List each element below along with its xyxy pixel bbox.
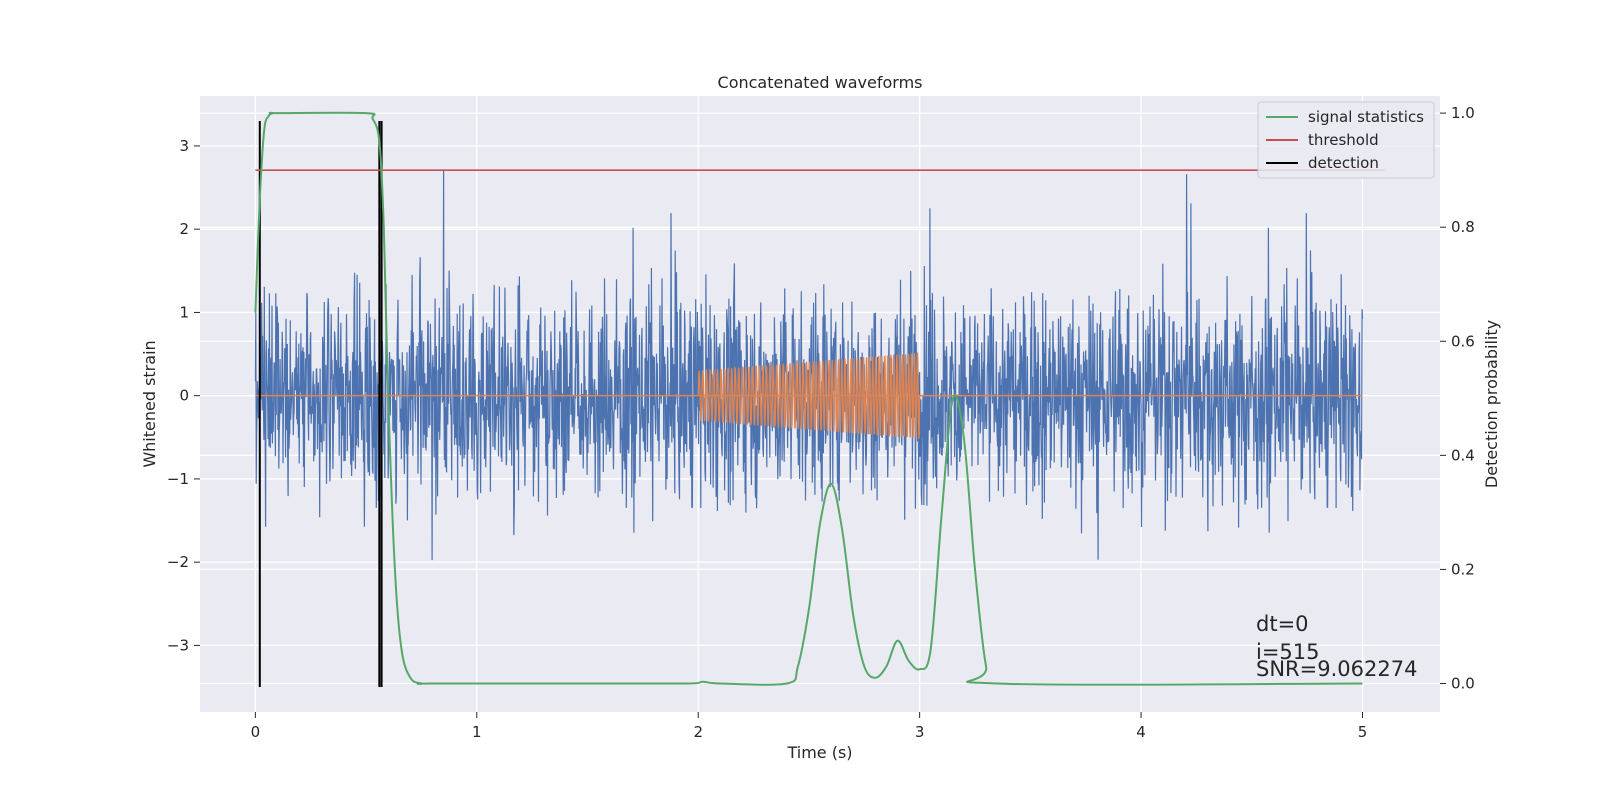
x-tick-label: 5	[1358, 723, 1368, 741]
y-right-tick-label: 0.6	[1451, 332, 1475, 350]
y-tick-label: 2	[179, 220, 189, 238]
template-line	[697, 352, 921, 439]
ticks: 0 1 2 3 4 5 −3 −2 −1 0 1 2 3 0.0 0.2 0.4 0.6 0.8 1.0	[167, 104, 1475, 741]
y-tick-label: −2	[167, 553, 189, 571]
chart-title: Concatenated waveforms	[718, 73, 923, 92]
y-tick-label: 1	[179, 303, 189, 321]
x-tick-label: 0	[251, 723, 261, 741]
signal-statistics-series	[254, 111, 1363, 686]
annotation-i: i=515	[1256, 640, 1320, 664]
annotation-dt: dt=0	[1256, 612, 1309, 636]
legend-box	[1257, 101, 1435, 179]
y-tick-label: −1	[167, 470, 189, 488]
annotations: dt=0 i=515 SNR=9.062274	[1256, 612, 1417, 681]
y-axis-label: Whitened strain	[140, 340, 159, 467]
template-series	[255, 352, 1363, 439]
legend: signal statistics threshold detection	[1257, 101, 1435, 179]
legend-label-detection: detection	[1308, 154, 1379, 172]
y-right-tick-label: 1.0	[1451, 104, 1475, 122]
x-tick-label: 2	[693, 723, 703, 741]
signal-statistics-line	[254, 111, 1363, 686]
y-right-tick-label: 0.8	[1451, 218, 1475, 236]
y-tick-label: 0	[179, 387, 189, 405]
y-right-tick-label: 0.4	[1451, 446, 1475, 464]
legend-label-signal-statistics: signal statistics	[1308, 108, 1424, 126]
y-right-tick-label: 0.0	[1451, 674, 1475, 692]
y-axis-label-right: Detection probability	[1482, 320, 1501, 488]
legend-label-threshold: threshold	[1308, 131, 1379, 149]
y-right-tick-label: 0.2	[1451, 560, 1475, 578]
y-tick-label: 3	[179, 137, 189, 155]
x-tick-label: 4	[1136, 723, 1146, 741]
x-tick-label: 1	[472, 723, 482, 741]
y-tick-label: −3	[167, 636, 189, 654]
x-tick-label: 3	[915, 723, 925, 741]
x-axis-label: Time (s)	[786, 743, 852, 762]
annotation-snr: SNR=9.062274	[1256, 657, 1417, 681]
